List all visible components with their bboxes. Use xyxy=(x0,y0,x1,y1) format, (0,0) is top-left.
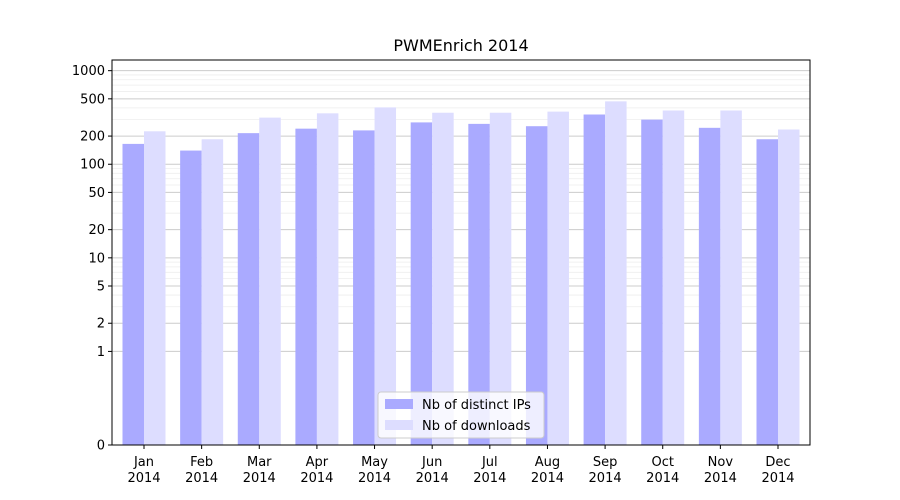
x-tick-label-year: 2014 xyxy=(473,471,506,486)
bar-distinct-ips xyxy=(410,122,433,445)
bar-distinct-ips xyxy=(583,114,606,445)
x-tick-label-year: 2014 xyxy=(127,471,160,486)
x-tick-label-year: 2014 xyxy=(358,471,391,486)
x-tick-label-year: 2014 xyxy=(761,471,794,486)
bar-distinct-ips xyxy=(525,126,548,445)
y-tick-label: 1000 xyxy=(72,64,105,79)
bar-downloads xyxy=(778,129,800,445)
bar-distinct-ips xyxy=(353,130,375,446)
x-tick-label-month: Feb xyxy=(190,455,213,470)
x-tick-label-year: 2014 xyxy=(646,471,679,486)
bar-downloads xyxy=(259,117,281,445)
bar-downloads xyxy=(720,110,742,446)
y-tick-label: 100 xyxy=(80,158,105,173)
bar-distinct-ips xyxy=(698,127,721,445)
legend-swatch xyxy=(385,399,413,409)
y-tick-label: 20 xyxy=(88,223,105,238)
y-tick-label: 1 xyxy=(97,345,105,360)
bar-distinct-ips xyxy=(756,139,778,445)
x-tick-label-year: 2014 xyxy=(416,471,449,486)
x-tick-label-year: 2014 xyxy=(243,471,276,486)
x-tick-label-year: 2014 xyxy=(589,471,622,486)
y-tick-label: 2 xyxy=(97,317,105,332)
bar-distinct-ips xyxy=(295,128,317,445)
x-tick-label-month: Dec xyxy=(765,455,790,470)
legend-box xyxy=(377,391,545,439)
bar-downloads xyxy=(662,110,685,446)
bar-distinct-ips xyxy=(641,119,663,446)
bar-downloads xyxy=(374,107,397,445)
x-tick-label-year: 2014 xyxy=(185,471,218,486)
chart-title: PWMEnrich 2014 xyxy=(393,36,528,55)
bar-downloads xyxy=(144,131,166,445)
legend-swatch xyxy=(385,420,413,430)
x-tick-label-year: 2014 xyxy=(704,471,737,486)
bar-downloads xyxy=(201,139,224,445)
x-tick-label-year: 2014 xyxy=(300,471,333,486)
x-tick-label-month: May xyxy=(361,455,388,470)
legend: Nb of distinct IPs Nb of downloads xyxy=(377,391,545,439)
x-tick-label-year: 2014 xyxy=(531,471,564,486)
bar-distinct-ips xyxy=(237,133,260,446)
bar-downloads xyxy=(605,101,627,446)
x-axis-ticks: Jan2014Feb2014Mar2014Apr2014May2014Jun20… xyxy=(127,445,795,486)
bar-distinct-ips xyxy=(180,150,202,445)
x-tick-label-month: Oct xyxy=(651,455,673,470)
y-tick-label: 200 xyxy=(80,130,105,145)
y-axis-ticks: 0 1 2 5 10 20 50 100 200 500 1000 xyxy=(72,64,112,454)
y-tick-label: 0 xyxy=(97,439,105,454)
bar-downloads xyxy=(432,112,454,445)
x-tick-label-month: Aug xyxy=(535,455,560,470)
y-tick-label: 5 xyxy=(97,280,105,295)
plot-area-frame xyxy=(111,59,811,446)
bars xyxy=(122,101,800,446)
grid-lines xyxy=(112,70,810,352)
x-tick-label-month: Mar xyxy=(247,455,272,470)
legend-label: Nb of distinct IPs xyxy=(422,398,531,413)
bar-downloads xyxy=(547,111,569,445)
y-tick-label: 500 xyxy=(80,92,105,107)
x-tick-label-month: Apr xyxy=(306,455,329,470)
y-tick-label: 10 xyxy=(88,251,105,266)
bar-downloads xyxy=(489,112,512,445)
bar-distinct-ips xyxy=(468,123,490,445)
x-tick-label-month: Nov xyxy=(708,455,734,470)
legend-label: Nb of downloads xyxy=(422,419,531,434)
x-tick-label-month: Jul xyxy=(481,455,498,470)
bar-distinct-ips xyxy=(122,143,144,445)
bar-downloads xyxy=(316,113,339,446)
y-tick-label: 50 xyxy=(88,186,105,201)
x-tick-label-month: Jun xyxy=(421,455,442,470)
x-tick-label-month: Jan xyxy=(133,455,154,470)
x-tick-label-month: Sep xyxy=(593,455,618,470)
